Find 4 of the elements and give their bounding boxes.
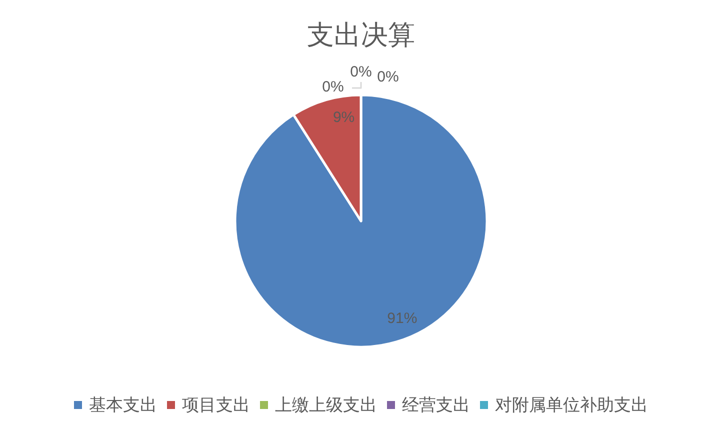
legend-label: 基本支出 (89, 396, 157, 414)
legend-label: 经营支出 (402, 396, 470, 414)
legend-label: 项目支出 (182, 396, 250, 414)
title: 支出决算 (307, 20, 415, 50)
